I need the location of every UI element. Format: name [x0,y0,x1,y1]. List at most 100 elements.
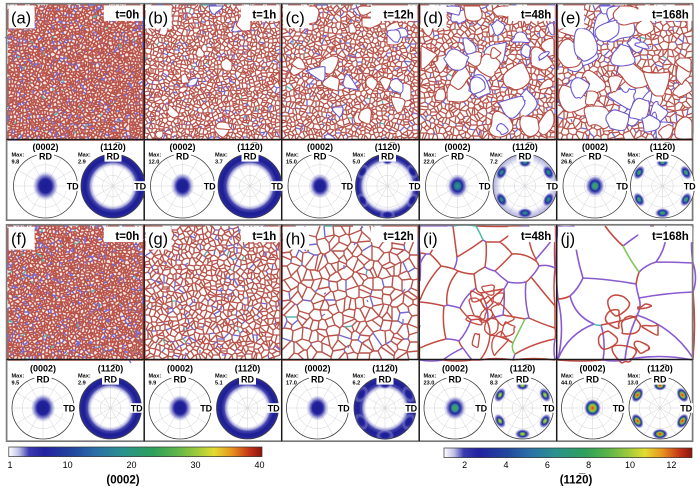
svg-text:(0002): (0002) [106,475,139,487]
svg-text:12.0: 12.0 [149,160,160,166]
svg-text:(112̅0): (112̅0) [647,363,673,373]
svg-text:(0002): (0002) [579,363,605,373]
svg-text:8.3: 8.3 [490,381,498,387]
svg-text:(i): (i) [423,231,438,249]
svg-text:(112̅0): (112̅0) [235,363,261,373]
svg-text:RD: RD [656,151,669,161]
svg-text:44.0: 44.0 [561,381,572,387]
svg-text:RD: RD [244,151,257,161]
svg-text:1: 1 [7,460,12,470]
svg-text:Max:: Max: [78,374,91,380]
svg-text:(g): (g) [148,231,168,249]
svg-text:(112̅0): (112̅0) [650,142,676,152]
svg-text:(0002): (0002) [444,142,470,152]
svg-text:TD: TD [204,182,216,192]
svg-text:TD: TD [684,182,696,192]
svg-text:TD: TD [479,182,491,192]
svg-text:RD: RD [176,151,189,161]
svg-text:22.0: 22.0 [424,160,435,166]
svg-text:4: 4 [503,460,508,470]
svg-text:9.5: 9.5 [12,381,20,387]
svg-text:Max:: Max: [353,153,366,159]
svg-text:(112̅0): (112̅0) [510,363,536,373]
svg-text:(e): (e) [561,9,581,27]
svg-text:TD: TD [475,404,487,414]
svg-text:(f): (f) [11,231,27,249]
svg-text:TD: TD [405,404,417,414]
svg-text:Max:: Max: [628,374,641,380]
svg-text:10: 10 [63,460,73,470]
svg-text:5.0: 5.0 [353,160,361,166]
svg-text:Max:: Max: [149,374,162,380]
svg-text:(h): (h) [286,231,306,249]
svg-text:TD: TD [200,404,212,414]
svg-text:30: 30 [191,460,201,470]
svg-text:15.0: 15.0 [286,160,297,166]
svg-text:t=168h: t=168h [652,10,689,22]
svg-text:(a): (a) [11,9,31,27]
svg-text:TD: TD [546,182,558,192]
svg-text:(d): (d) [423,9,443,27]
svg-text:t=1h: t=1h [252,10,276,22]
svg-text:TD: TD [616,182,628,192]
svg-text:t=0h: t=0h [115,231,139,243]
svg-text:RD: RD [241,374,254,384]
svg-text:(c): (c) [286,9,305,27]
svg-text:(b): (b) [148,9,168,27]
svg-text:Max:: Max: [424,153,437,159]
svg-text:Max:: Max: [490,153,503,159]
svg-text:TD: TD [409,182,421,192]
svg-text:RD: RD [654,374,667,384]
svg-text:RD: RD [589,151,602,161]
svg-text:RD: RD [174,374,187,384]
svg-text:t=0h: t=0h [115,10,139,22]
svg-text:(112̅0): (112̅0) [100,142,126,152]
svg-text:RD: RD [519,151,532,161]
svg-text:TD: TD [613,404,625,414]
svg-text:26.6: 26.6 [561,160,572,166]
svg-text:(112̅0): (112̅0) [512,142,538,152]
svg-text:TD: TD [680,404,692,414]
svg-text:5.1: 5.1 [215,381,223,387]
svg-text:12: 12 [666,460,676,470]
svg-text:(112̅0): (112̅0) [237,142,263,152]
svg-text:Max:: Max: [215,153,228,159]
svg-text:TD: TD [268,404,280,414]
svg-text:TD: TD [271,182,283,192]
svg-text:(0002): (0002) [167,363,193,373]
svg-text:RD: RD [516,374,529,384]
svg-text:Max:: Max: [561,153,574,159]
svg-text:t=48h: t=48h [521,231,551,243]
svg-text:Max:: Max: [628,153,641,159]
svg-text:(112̅0): (112̅0) [372,363,398,373]
svg-text:13.0: 13.0 [628,381,639,387]
svg-text:t=48h: t=48h [521,10,551,22]
svg-text:2.9: 2.9 [78,381,86,387]
svg-text:(0002): (0002) [582,142,608,152]
svg-text:20: 20 [127,460,137,470]
svg-text:2.9: 2.9 [78,160,86,166]
svg-text:(0002): (0002) [304,363,330,373]
svg-text:TD: TD [543,404,555,414]
svg-text:TD: TD [67,182,79,192]
svg-text:TD: TD [338,404,350,414]
svg-text:(0002): (0002) [169,142,195,152]
svg-text:(0002): (0002) [30,363,56,373]
svg-text:8: 8 [586,460,591,470]
svg-text:9.9: 9.9 [149,381,157,387]
svg-text:RD: RD [451,151,464,161]
svg-text:TD: TD [341,182,353,192]
svg-text:(0002): (0002) [307,142,333,152]
svg-text:RD: RD [37,374,50,384]
svg-text:t=12h: t=12h [383,10,413,22]
svg-text:Max:: Max: [490,374,503,380]
svg-text:(112̅0): (112̅0) [375,142,401,152]
svg-text:RD: RD [311,374,324,384]
svg-text:(112̅0): (112̅0) [98,363,124,373]
svg-text:Max:: Max: [215,374,228,380]
svg-text:TD: TD [134,182,146,192]
svg-text:RD: RD [379,374,392,384]
svg-text:t=168h: t=168h [652,231,689,243]
svg-text:(112̅0): (112̅0) [560,475,593,487]
svg-text:Max:: Max: [286,153,299,159]
